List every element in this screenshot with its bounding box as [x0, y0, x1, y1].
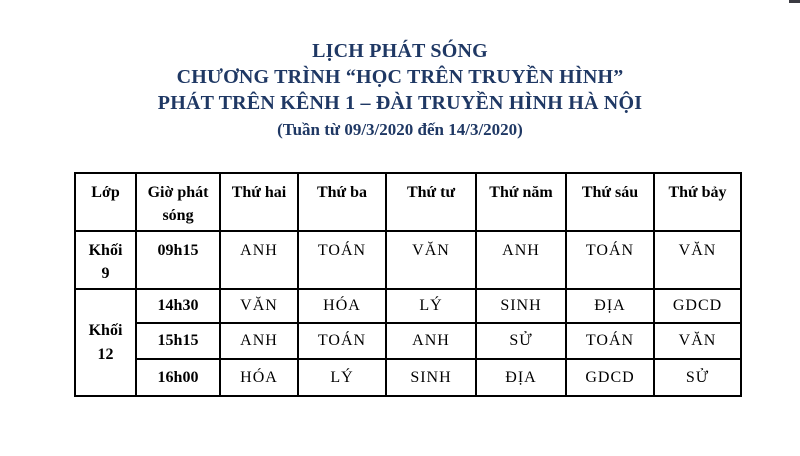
schedule-row: 15h15 ANH TOÁN ANH SỬ TOÁN VĂN: [75, 322, 742, 360]
header-cell-5: Thứ năm: [475, 172, 567, 232]
subject-cell-1: TOÁN: [297, 322, 387, 360]
schedule-table-body: Khối 9 09h15 ANH TOÁN VĂN ANH TOÁN VĂN Khối 12 14…: [74, 230, 742, 397]
subject-cell-3: SINH: [475, 288, 567, 324]
schedule-table-head: Lớp Giờ phát sóng Thứ hai Thứ ba Thứ tư Thứ n…: [74, 172, 742, 232]
subject-cell-4: TOÁN: [565, 230, 655, 290]
header-cell-7: Thứ bảy: [653, 172, 742, 232]
title-block: LỊCH PHÁT SÓNG CHƯƠNG TRÌNH “HỌC TRÊN TR…: [0, 38, 800, 143]
subject-cell-0: HÓA: [219, 358, 299, 397]
header-cell-0: Lớp: [74, 172, 137, 232]
subject-cell-1: LÝ: [297, 358, 387, 397]
subject-cell-2: VĂN: [385, 230, 477, 290]
title-line-2: CHƯƠNG TRÌNH “HỌC TRÊN TRUYỀN HÌNH”: [176, 66, 624, 88]
subject-cell-1: HÓA: [297, 288, 387, 324]
subject-cell-3: ANH: [475, 230, 567, 290]
time-cell: 15h15: [135, 322, 221, 360]
subject-cell-0: VĂN: [219, 288, 299, 324]
class-cell: Khối 9: [74, 230, 137, 290]
header-cell-3: Thứ ba: [297, 172, 387, 232]
time-cell: 14h30: [135, 288, 221, 324]
time-cell: 16h00: [135, 358, 221, 397]
header-row: Lớp Giờ phát sóng Thứ hai Thứ ba Thứ tư Thứ n…: [74, 172, 742, 232]
subject-cell-5: VĂN: [653, 322, 742, 360]
subject-cell-4: TOÁN: [565, 322, 655, 360]
title-line-3: PHÁT TRÊN KÊNH 1 – ĐÀI TRUYỀN HÌNH HÀ NỘ…: [157, 92, 643, 114]
subject-cell-3: ĐỊA: [475, 358, 567, 397]
title-line-1: LỊCH PHÁT SÓNG: [312, 40, 488, 62]
subject-cell-2: LÝ: [385, 288, 477, 324]
schedule-table: Lớp Giờ phát sóng Thứ hai Thứ ba Thứ tư Thứ n…: [74, 172, 742, 397]
subject-cell-1: TOÁN: [297, 230, 387, 290]
subject-cell-0: ANH: [219, 322, 299, 360]
class-cell: Khối 12: [74, 288, 137, 397]
subject-cell-4: GDCD: [565, 358, 655, 397]
title-week-range: (Tuần từ 09/3/2020 đến 14/3/2020): [277, 120, 523, 139]
subject-cell-3: SỬ: [475, 322, 567, 360]
subject-cell-5: GDCD: [653, 288, 742, 324]
header-cell-1: Giờ phát sóng: [135, 172, 221, 232]
header-cell-4: Thứ tư: [385, 172, 477, 232]
schedule-row: 16h00 HÓA LÝ SINH ĐỊA GDCD SỬ: [75, 358, 742, 397]
scan-artifact: [789, 0, 800, 3]
schedule-row: Khối 12 14h30 VĂN HÓA LÝ SINH ĐỊA GDCD: [74, 288, 742, 397]
subject-cell-5: VĂN: [653, 230, 742, 290]
subject-cell-4: ĐỊA: [565, 288, 655, 324]
subject-cell-5: SỬ: [653, 358, 742, 397]
time-cell: 09h15: [135, 230, 221, 290]
subject-cell-2: ANH: [385, 322, 477, 360]
header-cell-6: Thứ sáu: [565, 172, 655, 232]
header-cell-2: Thứ hai: [219, 172, 299, 232]
subject-cell-2: SINH: [385, 358, 477, 397]
subject-cell-0: ANH: [219, 230, 299, 290]
schedule-row: Khối 9 09h15 ANH TOÁN VĂN ANH TOÁN VĂN: [74, 230, 742, 290]
